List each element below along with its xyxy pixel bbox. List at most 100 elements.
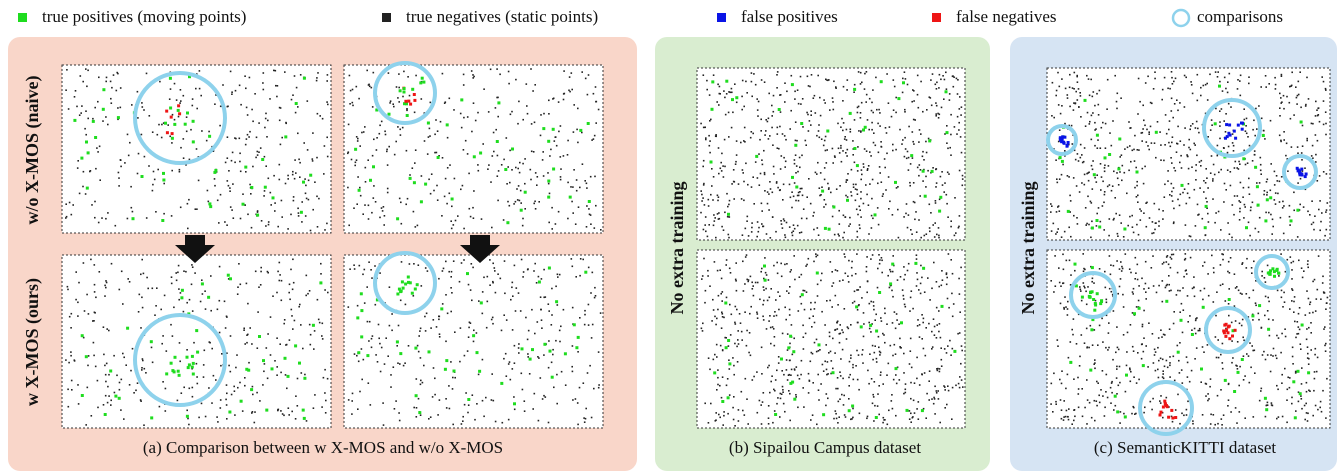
point — [354, 148, 357, 151]
point — [1301, 398, 1303, 400]
point — [839, 342, 841, 344]
point — [231, 160, 233, 162]
point — [1051, 383, 1053, 385]
point — [172, 114, 174, 116]
point — [721, 400, 724, 403]
point — [357, 138, 359, 140]
point — [1317, 409, 1319, 411]
point — [802, 290, 804, 292]
point — [1235, 161, 1237, 163]
point — [1059, 178, 1061, 180]
point — [103, 404, 105, 406]
point — [950, 259, 952, 261]
point — [321, 335, 323, 337]
point — [793, 255, 795, 257]
point — [1314, 279, 1316, 281]
point — [548, 340, 550, 342]
point — [1090, 237, 1092, 239]
point — [379, 272, 381, 274]
point — [1175, 78, 1177, 80]
point — [1266, 194, 1268, 196]
point — [1233, 130, 1236, 133]
point — [911, 290, 913, 292]
point — [842, 150, 844, 152]
point — [397, 362, 399, 364]
point — [894, 344, 896, 346]
point — [842, 100, 844, 102]
point — [731, 183, 733, 185]
point — [817, 284, 819, 286]
point — [325, 400, 327, 402]
point — [207, 296, 210, 299]
point — [789, 309, 791, 311]
point — [349, 103, 351, 105]
point — [1145, 298, 1147, 300]
point — [723, 176, 725, 178]
point — [1315, 115, 1317, 117]
point — [1061, 383, 1063, 385]
point — [1251, 272, 1253, 274]
point — [1061, 174, 1063, 176]
point — [1132, 226, 1134, 228]
point — [1306, 412, 1308, 414]
image-frame — [1047, 68, 1330, 240]
point — [843, 395, 845, 397]
point — [1205, 198, 1207, 200]
point — [727, 339, 730, 342]
point — [430, 416, 432, 418]
point — [782, 333, 784, 335]
point — [414, 288, 417, 291]
point — [1204, 226, 1207, 229]
point — [1302, 277, 1304, 279]
point — [436, 152, 438, 154]
point — [844, 308, 846, 310]
point — [784, 220, 786, 222]
point — [470, 216, 472, 218]
point — [353, 207, 355, 209]
point — [200, 301, 202, 303]
point — [411, 292, 414, 295]
point — [775, 231, 777, 233]
point — [1148, 287, 1150, 289]
point — [878, 152, 880, 154]
point — [1113, 171, 1115, 173]
point — [1084, 147, 1086, 149]
point — [319, 115, 321, 117]
point — [1254, 135, 1256, 137]
point — [950, 114, 952, 116]
point — [911, 233, 913, 235]
point — [83, 262, 85, 264]
point — [812, 382, 814, 384]
point — [1274, 171, 1276, 173]
point — [1154, 142, 1156, 144]
point — [450, 311, 452, 313]
point — [1269, 196, 1272, 199]
point — [569, 196, 572, 199]
point — [812, 353, 814, 355]
point — [1165, 287, 1167, 289]
point — [952, 76, 954, 78]
point — [174, 83, 176, 85]
point — [152, 362, 154, 364]
point — [1154, 78, 1156, 80]
point — [717, 377, 719, 379]
point — [257, 347, 259, 349]
point — [1092, 112, 1094, 114]
point — [196, 351, 199, 354]
point — [851, 405, 854, 408]
point — [165, 410, 167, 412]
point — [293, 196, 295, 198]
point — [376, 149, 378, 151]
point — [375, 304, 377, 306]
point — [857, 309, 859, 311]
point — [237, 286, 239, 288]
point — [1306, 328, 1308, 330]
point — [453, 260, 455, 262]
point — [816, 135, 818, 137]
point — [92, 118, 94, 120]
point — [467, 398, 470, 401]
point — [832, 162, 834, 164]
point — [557, 276, 559, 278]
point — [1065, 88, 1067, 90]
point — [751, 227, 753, 229]
